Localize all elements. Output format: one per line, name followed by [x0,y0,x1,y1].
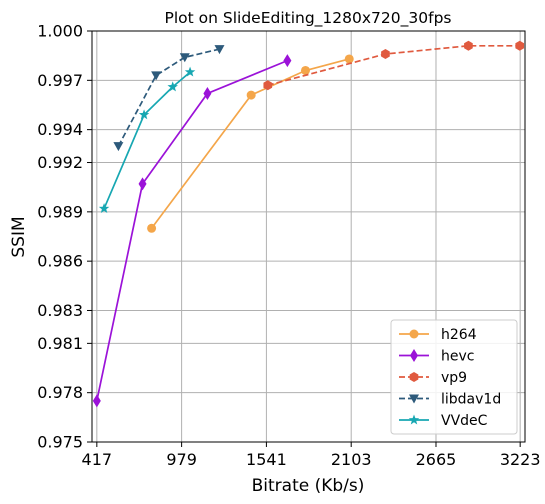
y-tick-label: 0.997 [37,71,83,90]
data-point [246,90,256,100]
y-tick-label: 0.978 [37,383,83,402]
plot-frame [91,30,526,443]
x-tick-label: 417 [82,450,113,469]
legend-label: libdav1d [441,392,501,408]
y-tick-label: 0.986 [37,252,83,271]
legend-item-vp9: vp9 [399,370,467,386]
x-tick-label: 1541 [246,450,287,469]
data-point [203,86,212,100]
legend-label: hevc [441,349,474,365]
legend-item-libdav1d: libdav1d [399,392,501,408]
data-point [138,109,150,120]
data-point [98,203,110,214]
x-tick-label: 3223 [500,450,541,469]
y-tick-label: 0.992 [37,153,83,172]
data-point [214,45,225,55]
data-point [167,81,178,92]
data-point [113,142,124,152]
series-libdav1d [113,45,225,152]
y-tick-label: 0.994 [37,120,83,139]
legend-label: VVdeC [441,413,488,429]
series-layer [92,40,525,408]
chart-title: Plot on SlideEditing_1280x720_30fps [165,9,452,28]
data-point [179,53,190,63]
legend-marker [409,394,419,404]
legend-label: vp9 [441,370,467,386]
y-axis-label: SSIM [9,216,29,257]
data-point [464,40,473,51]
grid [92,30,525,443]
series-hevc [92,54,292,408]
data-point [138,177,147,191]
x-tick-label: 979 [166,450,197,469]
series-vvdec [98,66,196,214]
y-tick-label: 0.989 [37,202,83,221]
legend-marker [409,372,419,382]
y-tick-label: 0.983 [37,301,83,320]
legend-marker [408,414,420,425]
y-tick-label: 0.975 [37,433,83,452]
x-tick-label: 2103 [331,450,372,469]
legend-item-h264: h264 [399,327,477,343]
legend-item-vvdec: VVdeC [399,413,488,429]
legend-box [390,319,518,435]
x-axis-label: Bitrate (Kb/s) [252,476,365,496]
series-line [267,44,520,87]
data-point [381,49,390,60]
legend-label: h264 [441,327,477,343]
series-line [117,48,220,147]
legend-marker [409,329,419,339]
legend-marker [410,349,418,362]
y-tick-label: 1.000 [37,22,83,41]
legend-item-hevc: hevc [399,349,474,365]
data-point [151,71,162,81]
ticks: 417 979 1541 2103 2665 3223 0.975 0.978 0.981 0.9… [37,22,540,470]
data-point [263,80,273,91]
data-point [344,54,354,64]
series-vp9 [263,40,525,91]
series-line [103,71,191,209]
data-point [92,394,101,408]
y-tick-label: 0.981 [37,334,83,353]
legend: h264 hevc vp9 libdav1d VVdeC [390,319,518,435]
data-point [283,54,292,68]
series-line [95,59,288,402]
data-point [300,65,310,75]
data-point [515,40,525,51]
data-point [147,223,157,233]
x-tick-label: 2665 [416,450,457,469]
data-point [184,66,196,77]
